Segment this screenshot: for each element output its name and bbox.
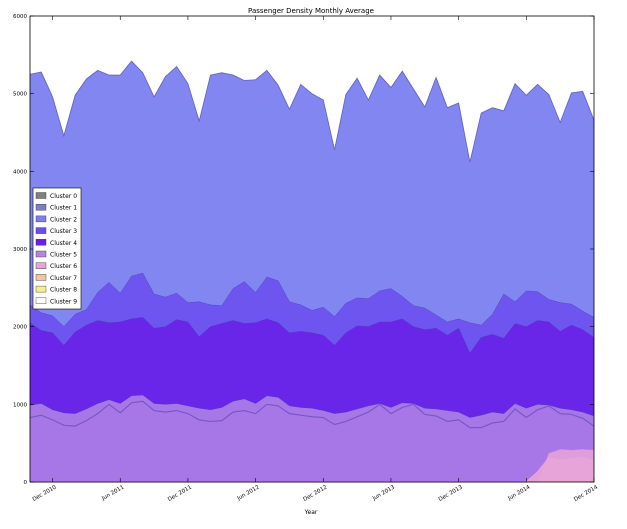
legend-swatch-cluster-6	[35, 262, 47, 269]
line-cluster-5	[29, 394, 595, 418]
legend-label: Cluster 3	[50, 228, 77, 235]
y-axis: 0 1000 2000 3000 4000 5000 6000	[13, 14, 594, 486]
legend-swatch-cluster-7	[35, 274, 47, 281]
legend-label: Cluster 0	[50, 193, 77, 200]
line-cluster-4	[29, 317, 595, 354]
legend: Cluster 0 Cluster 1 Cluster 2 Cluster 3 Clus…	[32, 187, 82, 310]
chart-title: Passenger Density Monthly Average	[248, 7, 374, 15]
legend-label: Cluster 2	[50, 216, 77, 223]
inner-area-1	[30, 457, 594, 482]
area-cluster-5	[30, 395, 594, 482]
inner-line-0	[29, 400, 595, 429]
legend-swatch-cluster-4	[35, 239, 47, 246]
y-tick-label: 0	[24, 480, 28, 486]
legend-label: Cluster 8	[50, 287, 77, 294]
legend-label: Cluster 9	[50, 298, 77, 305]
legend-label: Cluster 5	[50, 252, 77, 259]
legend-swatch-cluster-0	[35, 192, 47, 199]
x-axis-label: Year	[304, 509, 318, 516]
y-tick-label: 3000	[13, 247, 27, 253]
legend-label: Cluster 6	[50, 263, 77, 270]
legend-swatch-cluster-2	[35, 215, 47, 223]
y-tick-label: 5000	[13, 92, 27, 98]
legend-swatch-cluster-3	[35, 227, 47, 234]
legend-label: Cluster 4	[50, 240, 77, 247]
legend-label: Cluster 1	[50, 205, 77, 212]
y-tick-label: 2000	[13, 325, 27, 331]
legend-swatch-cluster-8	[35, 285, 47, 293]
line-cluster-2	[29, 60, 595, 163]
y-tick-label: 1000	[13, 402, 27, 408]
area-layer	[29, 60, 595, 483]
legend-swatch-cluster-1	[35, 203, 47, 211]
line-cluster-3	[29, 272, 595, 328]
y-tick-label: 4000	[13, 169, 27, 175]
legend-swatch-cluster-9	[35, 297, 47, 304]
y-tick-label: 6000	[13, 14, 27, 20]
legend-swatch-cluster-5	[35, 250, 47, 258]
legend-label: Cluster 7	[50, 275, 77, 282]
